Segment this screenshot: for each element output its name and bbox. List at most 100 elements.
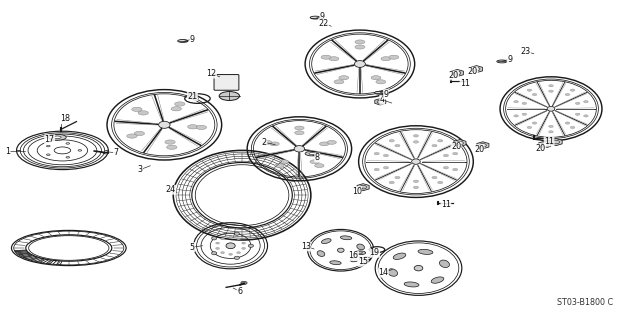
Ellipse shape [570, 126, 575, 129]
Text: 11: 11 [441, 200, 451, 209]
Ellipse shape [413, 140, 419, 143]
Ellipse shape [389, 140, 394, 142]
Ellipse shape [237, 252, 241, 253]
Text: ST03-B1800 C: ST03-B1800 C [557, 298, 613, 307]
Polygon shape [476, 142, 489, 149]
Text: 16: 16 [348, 252, 359, 260]
Ellipse shape [389, 55, 399, 59]
Ellipse shape [242, 242, 245, 244]
Ellipse shape [270, 142, 279, 146]
Ellipse shape [295, 131, 304, 135]
Ellipse shape [211, 237, 217, 240]
Ellipse shape [413, 180, 419, 183]
Ellipse shape [522, 113, 527, 115]
Ellipse shape [329, 57, 339, 61]
Ellipse shape [432, 176, 437, 179]
Ellipse shape [138, 111, 148, 115]
Text: 9: 9 [190, 35, 195, 44]
Ellipse shape [211, 252, 217, 255]
Ellipse shape [48, 134, 66, 140]
Ellipse shape [237, 238, 241, 240]
Ellipse shape [159, 121, 170, 128]
Ellipse shape [178, 40, 188, 43]
Ellipse shape [395, 176, 400, 179]
Text: 20: 20 [451, 142, 461, 151]
Ellipse shape [216, 242, 219, 244]
Ellipse shape [527, 126, 532, 129]
Ellipse shape [376, 80, 386, 84]
Ellipse shape [443, 166, 448, 169]
Ellipse shape [565, 122, 569, 124]
Ellipse shape [527, 89, 532, 91]
Text: 17: 17 [45, 135, 55, 144]
Ellipse shape [362, 257, 371, 260]
Polygon shape [470, 66, 483, 73]
Ellipse shape [305, 151, 319, 156]
Text: 5: 5 [190, 243, 195, 252]
Polygon shape [451, 69, 464, 76]
Ellipse shape [583, 115, 588, 117]
Ellipse shape [350, 257, 360, 262]
Ellipse shape [357, 252, 362, 254]
Circle shape [241, 281, 247, 284]
Ellipse shape [321, 55, 331, 59]
Ellipse shape [514, 100, 519, 103]
Ellipse shape [453, 168, 458, 171]
Ellipse shape [453, 152, 458, 155]
Ellipse shape [47, 145, 50, 147]
Ellipse shape [315, 164, 324, 168]
Ellipse shape [575, 102, 580, 105]
Text: 18: 18 [60, 114, 70, 123]
Ellipse shape [570, 89, 575, 91]
Ellipse shape [522, 102, 527, 105]
Ellipse shape [548, 90, 554, 92]
Ellipse shape [438, 181, 443, 184]
Ellipse shape [374, 168, 379, 171]
Ellipse shape [280, 160, 289, 164]
Ellipse shape [165, 140, 175, 144]
Ellipse shape [242, 247, 245, 249]
Ellipse shape [548, 125, 554, 128]
Text: 3: 3 [138, 165, 143, 174]
Ellipse shape [262, 140, 272, 144]
Text: 12: 12 [206, 69, 217, 78]
Ellipse shape [132, 107, 142, 111]
Ellipse shape [338, 248, 344, 252]
Text: 20: 20 [474, 145, 484, 154]
Polygon shape [538, 141, 551, 148]
Ellipse shape [548, 131, 554, 133]
Ellipse shape [219, 92, 240, 100]
Ellipse shape [175, 102, 185, 106]
Text: 11: 11 [544, 137, 554, 146]
Ellipse shape [188, 125, 198, 129]
Text: 15: 15 [358, 257, 368, 266]
Ellipse shape [355, 40, 365, 44]
Text: 10: 10 [352, 187, 362, 196]
Ellipse shape [310, 160, 319, 164]
Ellipse shape [330, 261, 341, 265]
Ellipse shape [389, 181, 394, 184]
Text: 9: 9 [383, 90, 389, 99]
Polygon shape [454, 140, 466, 147]
Ellipse shape [134, 131, 145, 136]
Ellipse shape [229, 236, 233, 238]
Ellipse shape [248, 244, 254, 247]
Ellipse shape [234, 256, 240, 260]
FancyBboxPatch shape [214, 75, 239, 90]
Ellipse shape [295, 126, 304, 130]
Ellipse shape [440, 260, 450, 268]
Ellipse shape [575, 113, 580, 115]
Text: 21: 21 [187, 92, 197, 100]
Ellipse shape [310, 16, 320, 19]
Ellipse shape [533, 122, 537, 124]
Ellipse shape [533, 93, 537, 96]
Ellipse shape [565, 93, 569, 96]
Ellipse shape [309, 153, 315, 155]
Text: 7: 7 [113, 148, 118, 157]
Text: 8: 8 [315, 153, 320, 162]
Ellipse shape [327, 140, 336, 144]
Text: 13: 13 [301, 242, 311, 251]
Ellipse shape [383, 154, 389, 157]
Ellipse shape [220, 252, 224, 253]
Text: 24: 24 [166, 185, 176, 194]
